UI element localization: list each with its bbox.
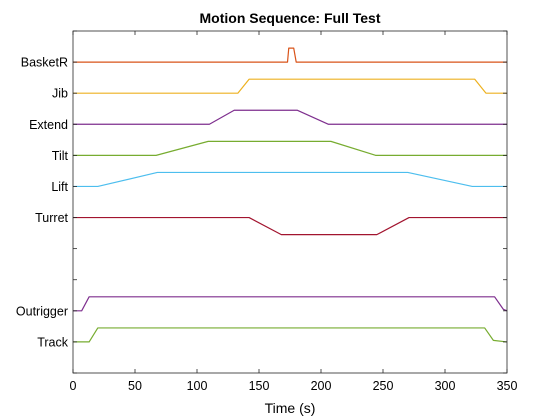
series-line-outrigger (73, 296, 508, 312)
axes-layer (72, 30, 508, 374)
ticks-layer: 0 50 100 150 200 250 300 350 Track Outrigger Turre… (16, 30, 518, 393)
series-line-lift (73, 171, 507, 188)
series-layer (73, 47, 508, 343)
series-line-turret (73, 216, 507, 236)
y-tick-label: BasketR (21, 56, 68, 70)
x-tick-label: 100 (187, 379, 208, 393)
y-tick-label: Tilt (52, 149, 69, 163)
chart-title: Motion Sequence: Full Test (200, 10, 381, 26)
series-line-track (73, 327, 508, 343)
y-tick-label: Track (37, 335, 69, 349)
y-tick-label: Turret (35, 211, 68, 225)
series-line-jib (73, 78, 507, 94)
x-tick-label: 250 (373, 379, 394, 393)
series-line-basketr (73, 47, 507, 63)
x-tick-label: 0 (70, 379, 77, 393)
x-tick-label: 200 (311, 379, 332, 393)
y-tick-label: Lift (51, 180, 68, 194)
series-line-extend (73, 109, 507, 125)
x-tick-label: 50 (128, 379, 142, 393)
x-tick-label: 150 (249, 379, 270, 393)
plot-box (72, 30, 508, 374)
y-tick-label: Jib (52, 87, 68, 101)
x-axis-label: Time (s) (265, 400, 316, 416)
y-tick-label: Outrigger (16, 304, 68, 318)
x-tick-label: 300 (435, 379, 456, 393)
series-line-tilt (73, 140, 507, 156)
y-tick-label: Extend (29, 118, 68, 132)
x-tick-label: 350 (497, 379, 518, 393)
